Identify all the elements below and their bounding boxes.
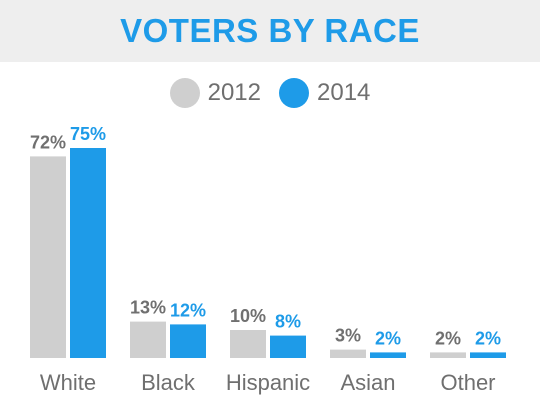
category-label-hispanic: Hispanic [226, 370, 310, 395]
legend-swatch-2014 [279, 78, 309, 108]
bar-2014-hispanic [270, 335, 306, 358]
title-bar: VOTERS BY RACE [0, 0, 540, 62]
data-label-2014-asian: 2% [375, 328, 401, 348]
legend-item-2014: 2014 [279, 78, 370, 108]
category-label-other: Other [440, 370, 495, 395]
legend-label-2014: 2014 [317, 79, 371, 106]
data-label-2014-white: 75% [70, 124, 106, 144]
data-label-2012-hispanic: 10% [230, 306, 266, 326]
chart-title: VOTERS BY RACE [120, 12, 420, 49]
legend-item-2012: 2012 [169, 78, 261, 108]
legend: 2012 2014 [0, 78, 540, 108]
data-label-2014-black: 12% [170, 300, 206, 320]
data-label-2012-black: 13% [130, 298, 166, 318]
category-label-black: Black [141, 370, 196, 395]
data-label-2012-white: 72% [30, 132, 66, 152]
data-label-2014-hispanic: 8% [275, 312, 301, 332]
legend-swatch-2012 [169, 78, 200, 108]
bar-2012-black [130, 321, 166, 358]
bar-2012-other [430, 352, 466, 358]
bar-2012-asian [330, 349, 366, 358]
bar-2014-asian [370, 352, 406, 358]
bar-2014-white [70, 148, 106, 358]
data-label-2012-other: 2% [435, 328, 461, 348]
bar-2012-hispanic [230, 330, 266, 358]
data-label-2014-other: 2% [475, 328, 501, 348]
category-label-white: White [40, 370, 96, 395]
data-label-2012-asian: 3% [335, 326, 361, 346]
bar-2014-other [470, 352, 506, 358]
bar-2014-black [170, 324, 206, 358]
category-label-asian: Asian [340, 370, 395, 395]
legend-label-2012: 2012 [207, 79, 261, 106]
bar-2012-white [30, 156, 66, 358]
